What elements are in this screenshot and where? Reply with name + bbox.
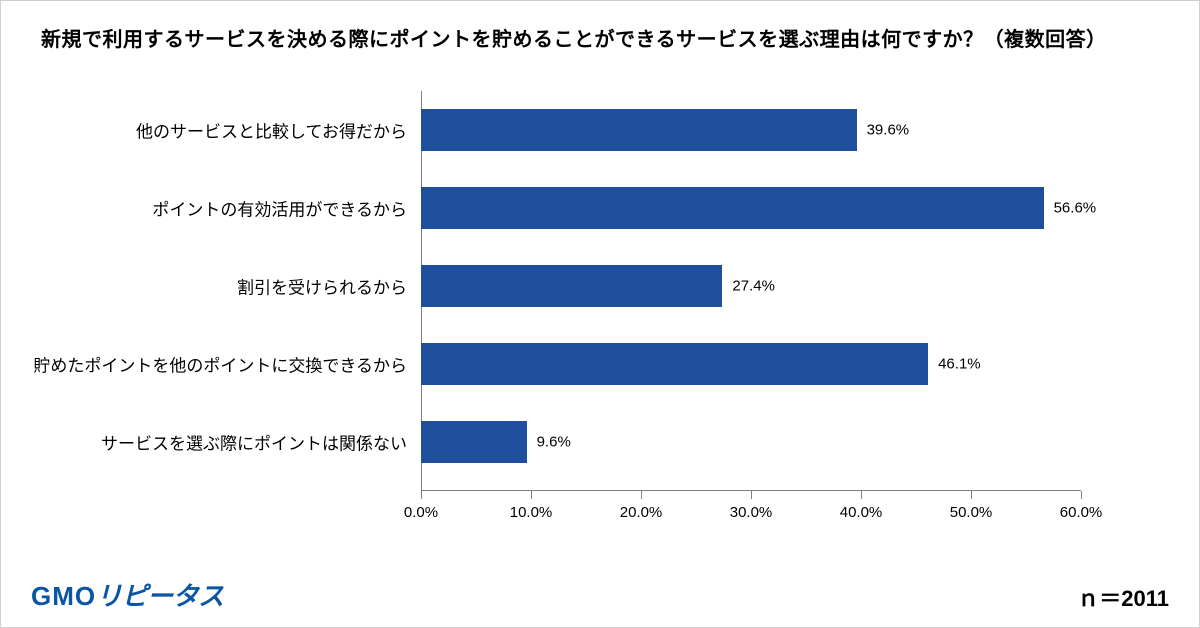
sample-size: ｎ＝2011: [1077, 581, 1169, 613]
chart-title: 新規で利用するサービスを決める際にポイントを貯めることができるサービスを選ぶ理由…: [41, 23, 1159, 52]
x-tick-label: 30.0%: [730, 504, 773, 521]
x-tick: [531, 491, 532, 499]
bar: [421, 187, 1044, 229]
bar-row: サービスを選ぶ際にポイントは関係ない9.6%: [421, 421, 1081, 463]
bar: [421, 343, 928, 385]
logo-text-1: GMO: [31, 581, 96, 611]
x-tick-label: 40.0%: [840, 504, 883, 521]
category-label: ポイントの有効活用ができるから: [152, 196, 421, 221]
x-tick: [861, 491, 862, 499]
x-tick-label: 20.0%: [620, 504, 663, 521]
chart-area: 0.0% 10.0% 20.0% 30.0% 40.0% 50.0% 60.0% 他のサービ…: [81, 91, 1141, 531]
value-label: 46.1%: [928, 356, 981, 373]
x-tick: [1081, 491, 1082, 499]
value-label: 56.6%: [1044, 200, 1097, 217]
x-tick-label: 50.0%: [950, 504, 993, 521]
bar-row: 他のサービスと比較してお得だから39.6%: [421, 109, 1081, 151]
value-label: 9.6%: [527, 434, 571, 451]
bar-row: 貯めたポイントを他のポイントに交換できるから46.1%: [421, 343, 1081, 385]
bar: [421, 265, 722, 307]
bar: [421, 421, 527, 463]
bar: [421, 109, 857, 151]
bar-row: ポイントの有効活用ができるから56.6%: [421, 187, 1081, 229]
x-tick: [751, 491, 752, 499]
bar-row: 割引を受けられるから27.4%: [421, 265, 1081, 307]
value-label: 39.6%: [857, 122, 910, 139]
x-tick: [971, 491, 972, 499]
category-label: 貯めたポイントを他のポイントに交換できるから: [33, 352, 421, 377]
x-tick: [421, 491, 422, 499]
category-label: サービスを選ぶ際にポイントは関係ない: [101, 430, 421, 455]
category-label: 他のサービスと比較してお得だから: [136, 118, 421, 143]
logo-text-2: リピータス: [96, 581, 224, 611]
footer: GMOリピータス ｎ＝2011: [31, 579, 1169, 613]
brand-logo: GMOリピータス: [31, 576, 224, 613]
category-label: 割引を受けられるから: [237, 274, 421, 299]
x-tick: [641, 491, 642, 499]
x-tick-label: 60.0%: [1060, 504, 1103, 521]
plot-area: 0.0%10.0%20.0%30.0%40.0%50.0%60.0% 他のサービ…: [421, 91, 1081, 491]
value-label: 27.4%: [722, 278, 775, 295]
x-tick-label: 10.0%: [510, 504, 553, 521]
x-tick-label: 0.0%: [404, 504, 438, 521]
